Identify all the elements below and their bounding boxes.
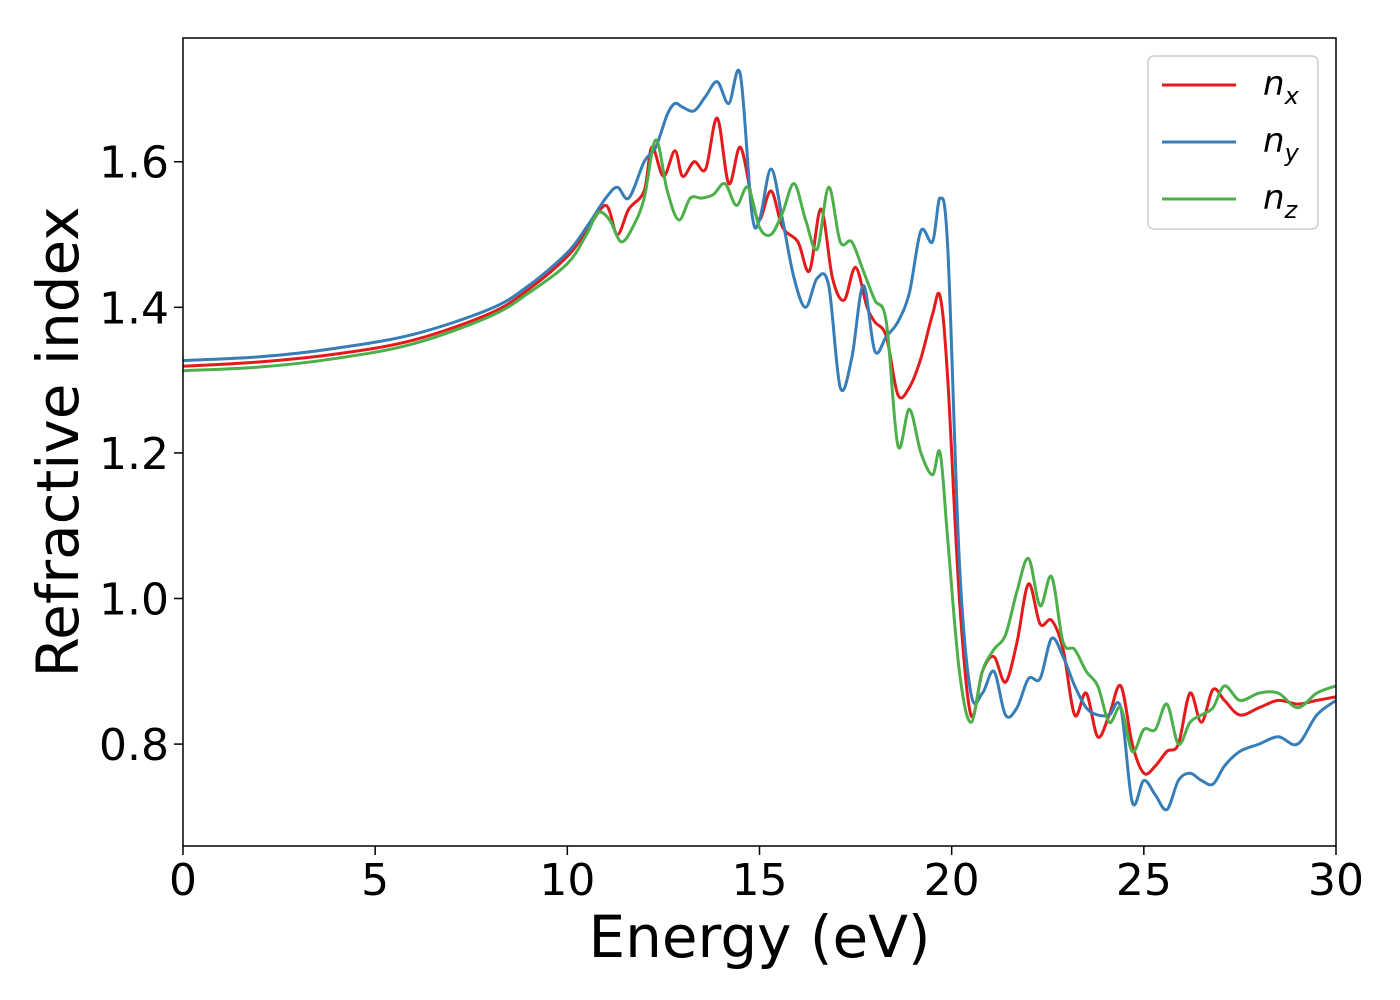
legend-symbol: n [1263, 121, 1285, 161]
y-tick-label: 1.4 [99, 283, 169, 334]
x-tick-label: 10 [539, 855, 595, 906]
x-tick-label: 0 [169, 855, 197, 906]
x-tick-label: 25 [1116, 855, 1172, 906]
x-tick-label: 5 [361, 855, 389, 906]
legend-label-ny: ny [1263, 121, 1300, 167]
legend-subscript: x [1284, 82, 1300, 110]
y-axis-label: Refractive index [24, 206, 92, 677]
series-layer [183, 69, 1336, 812]
y-tick-label: 1.2 [99, 429, 169, 480]
legend-symbol: n [1263, 178, 1285, 218]
series-line-nz [183, 138, 1336, 754]
legend-label-nx: nx [1263, 64, 1300, 110]
y-axis-ticks: 0.8 1.0 1.2 1.4 1.6 [99, 138, 183, 771]
x-axis-label: Energy (eV) [588, 903, 930, 971]
y-tick-label: 1.6 [99, 138, 169, 189]
legend-symbol: n [1263, 64, 1285, 104]
y-tick-label: 1.0 [99, 575, 169, 626]
x-tick-label: 15 [732, 855, 788, 906]
x-tick-label: 20 [924, 855, 980, 906]
legend-subscript: y [1284, 139, 1300, 167]
x-tick-label: 30 [1308, 855, 1364, 906]
y-tick-label: 0.8 [99, 720, 169, 771]
legend-subscript: z [1284, 196, 1299, 224]
x-axis-ticks: 0 5 10 15 20 25 30 [169, 846, 1364, 906]
legend-label-nz: nz [1263, 178, 1299, 224]
